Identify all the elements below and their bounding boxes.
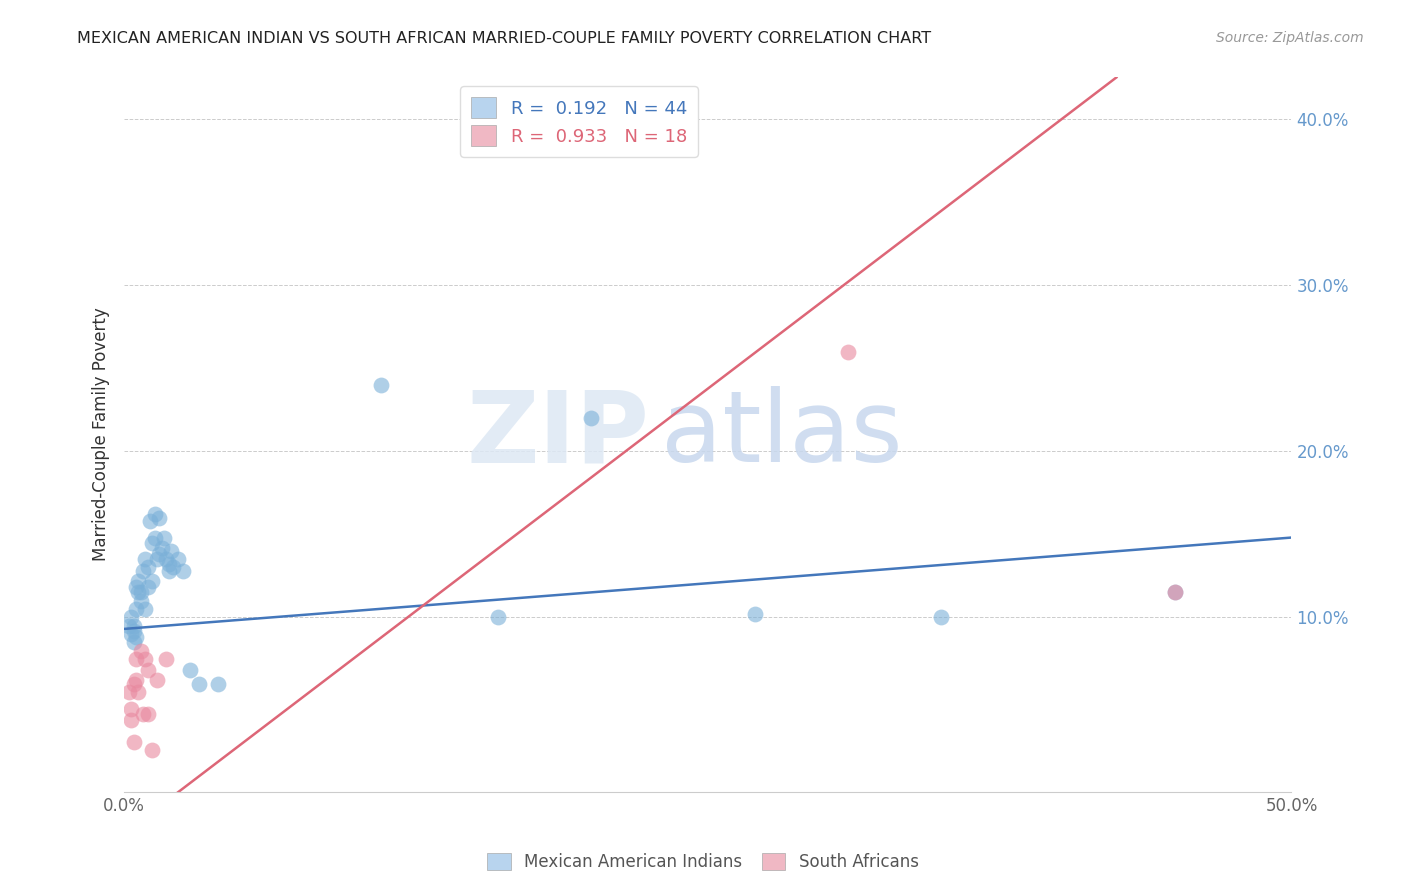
Point <box>125 673 148 688</box>
Text: ZIP: ZIP <box>467 386 650 483</box>
Point <box>157 564 180 578</box>
Point <box>579 411 602 425</box>
Point <box>146 552 169 566</box>
Point <box>160 544 183 558</box>
Point <box>155 552 177 566</box>
Legend: R =  0.192   N = 44, R =  0.933   N = 18: R = 0.192 N = 44, R = 0.933 N = 18 <box>460 87 697 157</box>
Point <box>120 627 142 641</box>
Point <box>143 508 166 522</box>
Point <box>929 610 952 624</box>
Point <box>136 664 159 678</box>
Point <box>1164 585 1187 599</box>
Point <box>141 743 163 757</box>
Point <box>122 677 145 691</box>
Point <box>370 377 392 392</box>
Point <box>207 677 229 691</box>
Point <box>125 652 148 666</box>
Point <box>134 602 156 616</box>
Point <box>127 685 149 699</box>
Y-axis label: Married-Couple Family Poverty: Married-Couple Family Poverty <box>93 308 110 561</box>
Point <box>127 574 149 588</box>
Point <box>132 564 155 578</box>
Point <box>162 560 184 574</box>
Point <box>120 610 142 624</box>
Point <box>122 635 145 649</box>
Point <box>118 685 141 699</box>
Point <box>120 713 142 727</box>
Text: atlas: atlas <box>661 386 903 483</box>
Point <box>125 630 148 644</box>
Point <box>125 602 148 616</box>
Point <box>129 585 152 599</box>
Point <box>143 531 166 545</box>
Point <box>837 344 859 359</box>
Point <box>1164 585 1187 599</box>
Point <box>486 610 509 624</box>
Text: Source: ZipAtlas.com: Source: ZipAtlas.com <box>1216 31 1364 45</box>
Point <box>134 552 156 566</box>
Point <box>136 706 159 721</box>
Point <box>122 624 145 638</box>
Point <box>155 652 177 666</box>
Point <box>122 735 145 749</box>
Point <box>118 618 141 632</box>
Point <box>141 535 163 549</box>
Point <box>187 677 209 691</box>
Point <box>129 593 152 607</box>
Point <box>136 560 159 574</box>
Point <box>141 574 163 588</box>
Point <box>172 564 194 578</box>
Point <box>127 585 149 599</box>
Point <box>148 547 170 561</box>
Point <box>122 618 145 632</box>
Point <box>167 552 190 566</box>
Point <box>125 581 148 595</box>
Point <box>136 581 159 595</box>
Point <box>153 531 176 545</box>
Point <box>132 706 155 721</box>
Point <box>146 673 169 688</box>
Point <box>150 541 173 555</box>
Text: MEXICAN AMERICAN INDIAN VS SOUTH AFRICAN MARRIED-COUPLE FAMILY POVERTY CORRELATI: MEXICAN AMERICAN INDIAN VS SOUTH AFRICAN… <box>77 31 931 46</box>
Point <box>129 643 152 657</box>
Point <box>148 510 170 524</box>
Point <box>744 607 766 621</box>
Legend: Mexican American Indians, South Africans: Mexican American Indians, South Africans <box>479 845 927 880</box>
Point <box>120 701 142 715</box>
Point <box>134 652 156 666</box>
Point <box>157 557 180 571</box>
Point <box>179 664 201 678</box>
Point <box>139 514 162 528</box>
